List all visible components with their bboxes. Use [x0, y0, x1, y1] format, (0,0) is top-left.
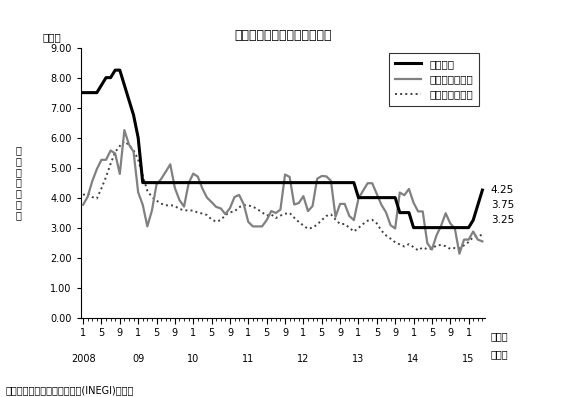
政策金利 [479, 188, 486, 193]
政策金利 [199, 180, 206, 185]
Text: 09: 09 [132, 354, 144, 364]
政策金利 [396, 210, 403, 215]
総合インフレ率 [282, 172, 288, 177]
政策金利 [112, 68, 119, 73]
Text: 11: 11 [242, 354, 254, 364]
Text: 2008: 2008 [71, 354, 95, 364]
コアインフレ率 [194, 210, 201, 215]
Text: （％）: （％） [43, 32, 61, 42]
コアインフレ率 [199, 211, 206, 216]
総合インフレ率 [121, 128, 128, 133]
コアインフレ率 [319, 218, 325, 222]
Line: 総合インフレ率: 総合インフレ率 [83, 130, 482, 254]
総合インフレ率 [319, 173, 325, 178]
総合インフレ率 [194, 174, 201, 179]
Text: 10: 10 [187, 354, 200, 364]
Text: 4.25: 4.25 [490, 185, 514, 195]
総合インフレ率 [80, 202, 87, 207]
Text: （月）: （月） [490, 331, 508, 341]
Text: 14: 14 [407, 354, 419, 364]
Title: 政策金利とインフレ率の推移: 政策金利とインフレ率の推移 [234, 29, 331, 42]
コアインフレ率 [121, 139, 128, 144]
総合インフレ率 [396, 190, 403, 195]
総合インフレ率 [199, 186, 206, 191]
Text: 中
銀
目
標
レ
ン
ジ: 中 銀 目 標 レ ン ジ [16, 145, 21, 220]
政策金利 [80, 90, 87, 95]
Line: 政策金利: 政策金利 [83, 70, 482, 227]
Legend: 政策金利, 総合インフレ率, コアインフレ率: 政策金利, 総合インフレ率, コアインフレ率 [389, 53, 479, 106]
Text: 13: 13 [353, 354, 365, 364]
Text: 3.75: 3.75 [490, 200, 514, 210]
コアインフレ率 [479, 232, 486, 237]
総合インフレ率 [89, 179, 96, 183]
政策金利 [410, 225, 417, 230]
コアインフレ率 [396, 242, 403, 247]
Text: 12: 12 [297, 354, 310, 364]
コアインフレ率 [282, 212, 288, 216]
政策金利 [194, 180, 201, 185]
Line: コアインフレ率: コアインフレ率 [83, 141, 482, 251]
総合インフレ率 [479, 239, 486, 244]
Text: （年）: （年） [490, 349, 508, 360]
政策金利 [319, 180, 325, 185]
政策金利 [89, 90, 96, 95]
Text: 3.25: 3.25 [490, 215, 514, 225]
総合インフレ率 [456, 251, 463, 256]
コアインフレ率 [415, 248, 422, 253]
政策金利 [282, 180, 288, 185]
Text: 15: 15 [462, 354, 475, 364]
コアインフレ率 [80, 193, 87, 197]
Text: （出所）国立統計地理情報院(INEGI)、中銀: （出所）国立統計地理情報院(INEGI)、中銀 [6, 385, 134, 395]
コアインフレ率 [89, 195, 96, 199]
